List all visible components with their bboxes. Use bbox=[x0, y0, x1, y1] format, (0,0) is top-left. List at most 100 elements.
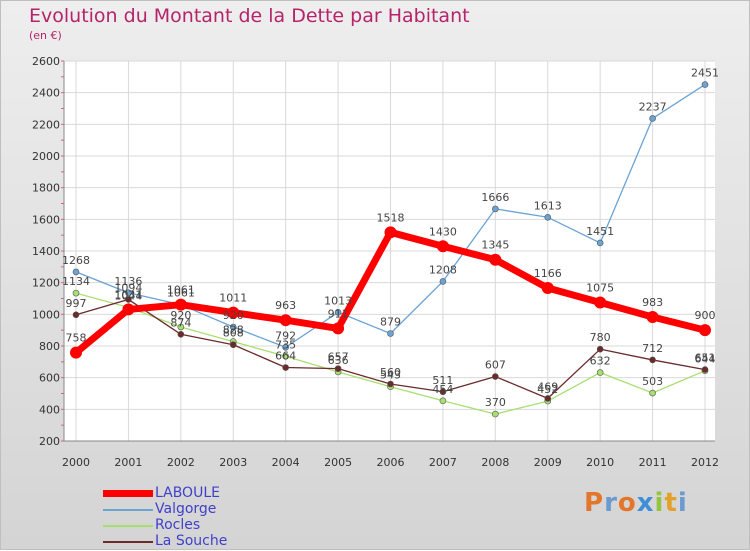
data-label: 735 bbox=[275, 338, 296, 351]
data-point bbox=[229, 341, 237, 349]
data-point bbox=[282, 352, 289, 360]
axes: 200 400 600 800 1000 1200 1400 1600 1800 2000 2200… bbox=[32, 55, 719, 469]
data-label: 1061 bbox=[167, 287, 195, 300]
data-point bbox=[72, 289, 80, 297]
data-point bbox=[439, 388, 447, 396]
data-label: 1518 bbox=[377, 211, 405, 224]
legend-swatch bbox=[103, 525, 153, 527]
data-label: 503 bbox=[642, 375, 663, 388]
data-label: 879 bbox=[380, 315, 401, 328]
y-tick-label: 600 bbox=[39, 372, 60, 385]
y-tick-label: 1000 bbox=[32, 308, 60, 321]
x-tick-label: 2002 bbox=[167, 456, 195, 469]
x-tick-label: 2001 bbox=[114, 456, 142, 469]
data-point bbox=[596, 239, 604, 247]
y-tick-label: 400 bbox=[39, 403, 60, 416]
legend-label: LABOULE bbox=[155, 485, 220, 501]
data-label: 1094 bbox=[114, 281, 142, 294]
data-point bbox=[646, 311, 659, 324]
data-point bbox=[541, 282, 554, 295]
data-point bbox=[649, 356, 656, 364]
y-tick-label: 1600 bbox=[32, 213, 60, 226]
data-label: 664 bbox=[275, 350, 296, 363]
data-label: 780 bbox=[590, 331, 611, 344]
legend-swatch bbox=[103, 509, 153, 511]
data-label: 511 bbox=[432, 374, 453, 387]
data-point bbox=[649, 115, 656, 122]
data-point bbox=[594, 296, 607, 309]
y-tick-label: 2600 bbox=[32, 55, 60, 68]
data-label: 997 bbox=[66, 297, 87, 310]
x-tick-label: 2008 bbox=[481, 456, 509, 469]
data-label: 1013 bbox=[324, 294, 352, 307]
data-label: 1613 bbox=[534, 199, 562, 212]
legend-label: La Souche bbox=[155, 533, 228, 549]
data-label: 543 bbox=[380, 369, 401, 382]
data-label: 1268 bbox=[62, 254, 90, 267]
data-point bbox=[72, 311, 80, 319]
data-label: 1011 bbox=[219, 292, 247, 305]
y-tick-label: 1400 bbox=[32, 245, 60, 258]
x-tick-label: 2006 bbox=[377, 456, 405, 469]
data-point bbox=[72, 268, 80, 276]
data-point bbox=[332, 322, 345, 335]
data-label: 1345 bbox=[481, 239, 509, 252]
data-point bbox=[229, 323, 237, 331]
data-label: 636 bbox=[328, 354, 349, 367]
data-labels: 1268 1136 1061 920 792 1013 879 1208 1666 1613 145… bbox=[62, 67, 719, 409]
y-tick-label: 2400 bbox=[32, 87, 60, 100]
data-point bbox=[387, 330, 394, 337]
data-point bbox=[699, 324, 711, 337]
y-tick-label: 1800 bbox=[32, 182, 60, 195]
data-label: 983 bbox=[642, 296, 663, 309]
data-label: 607 bbox=[485, 359, 506, 372]
data-point bbox=[439, 397, 447, 405]
data-point bbox=[387, 380, 394, 388]
data-label: 370 bbox=[485, 396, 506, 409]
data-label: 657 bbox=[328, 351, 349, 364]
proxiti-logo: Proxiti bbox=[584, 488, 688, 518]
data-point bbox=[489, 253, 502, 266]
data-label: 560 bbox=[380, 366, 401, 379]
data-label: 452 bbox=[537, 383, 558, 396]
data-point bbox=[596, 369, 604, 376]
data-label: 2451 bbox=[691, 67, 719, 80]
data-label: 2237 bbox=[639, 100, 667, 113]
data-label: 712 bbox=[642, 342, 663, 355]
x-tick-label: 2009 bbox=[534, 456, 562, 469]
legend-label: Valgorge bbox=[155, 501, 217, 517]
data-point bbox=[279, 314, 292, 327]
data-label: 1208 bbox=[429, 263, 457, 276]
x-tick-label: 2005 bbox=[324, 456, 352, 469]
data-point bbox=[334, 308, 342, 316]
data-point bbox=[125, 289, 132, 297]
y-tick-label: 800 bbox=[39, 340, 60, 353]
data-label: 651 bbox=[695, 352, 716, 365]
x-tick-label: 2011 bbox=[639, 456, 667, 469]
data-label: 644 bbox=[695, 353, 716, 366]
data-label: 792 bbox=[275, 329, 296, 342]
data-point bbox=[439, 278, 447, 285]
data-point bbox=[492, 373, 499, 380]
data-point bbox=[125, 296, 132, 303]
data-point bbox=[596, 345, 604, 353]
data-point bbox=[174, 298, 187, 311]
data-label: 1666 bbox=[481, 191, 509, 204]
x-tick-label: 2012 bbox=[691, 456, 719, 469]
data-point bbox=[492, 205, 499, 213]
data-point bbox=[436, 240, 449, 253]
x-tick-label: 2003 bbox=[219, 456, 247, 469]
data-point bbox=[122, 303, 135, 316]
data-point bbox=[282, 364, 289, 371]
data-label: 1451 bbox=[586, 225, 614, 238]
data-label: 900 bbox=[695, 309, 716, 322]
data-point bbox=[492, 410, 499, 418]
x-tick-label: 2010 bbox=[586, 456, 614, 469]
x-tick-label: 2004 bbox=[272, 456, 300, 469]
data-label: 874 bbox=[170, 316, 191, 329]
data-label: 758 bbox=[66, 332, 87, 345]
data-label: 1075 bbox=[586, 281, 614, 294]
grid bbox=[64, 60, 715, 442]
data-label: 1136 bbox=[114, 275, 142, 288]
chart-subtitle: (en €) bbox=[29, 29, 62, 42]
